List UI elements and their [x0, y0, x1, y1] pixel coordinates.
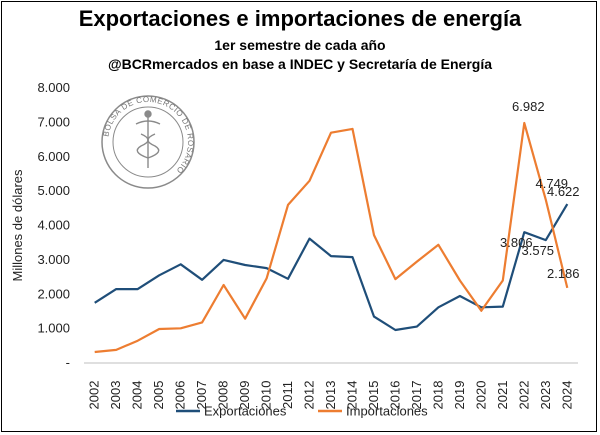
x-tick-label: 2024 [559, 381, 574, 410]
series-line-importaciones [94, 121, 569, 354]
data-label: 3.575 [522, 243, 555, 258]
y-tick-label: - [66, 355, 70, 370]
data-label: 4.749 [536, 176, 569, 191]
x-tick-label: 2008 [216, 381, 231, 410]
y-tick-label: 2.000 [37, 286, 70, 301]
x-tick-label: 2017 [409, 381, 424, 410]
x-tick-label: 2010 [259, 381, 274, 410]
x-tick-label: 2015 [366, 381, 381, 410]
chart-axes: - 1.000 2.000 3.000 4.000 5.000 6.000 7.000 8.00… [10, 80, 578, 409]
caduceus-icon [135, 110, 161, 168]
y-tick-label: 7.000 [37, 114, 70, 129]
x-tick-label: 2013 [323, 381, 338, 410]
seal-inner-ring [112, 106, 184, 178]
series-line-exportaciones [94, 203, 569, 332]
x-tick-label: 2016 [387, 381, 402, 410]
y-tick-label: 4.000 [37, 218, 70, 233]
x-tick-label: 2023 [538, 381, 553, 410]
chart-subtitle: 1er semestre de cada año [214, 37, 386, 53]
x-tick-label: 2006 [173, 381, 188, 410]
x-tick-label: 2021 [495, 381, 510, 410]
x-tick-label: 2014 [344, 381, 359, 410]
chart-title: Exportaciones e importaciones de energía [78, 6, 522, 31]
chart-series [94, 121, 569, 354]
data-label: 2.186 [547, 266, 580, 281]
x-tick-label: 2003 [108, 381, 123, 410]
chart-legend: Exportaciones Importaciones [176, 404, 428, 419]
x-tick-label: 2002 [87, 381, 102, 410]
x-tick-label: 2004 [130, 381, 145, 410]
data-label: 4.622 [547, 184, 580, 199]
legend-label: Importaciones [346, 404, 428, 419]
bcr-seal-logo: BOLSA DE COMERCIO DE ROSARIO [101, 95, 195, 189]
y-tick-label: 8.000 [37, 80, 70, 95]
x-tick-label: 2009 [237, 381, 252, 410]
x-tick-label: 2012 [302, 381, 317, 410]
data-label: 6.982 [512, 99, 545, 114]
y-axis-label: Millones de dólares [10, 169, 25, 282]
x-tick-label: 2011 [280, 381, 295, 409]
seal-outer-ring [101, 95, 195, 189]
x-tick-label: 2019 [452, 381, 467, 410]
y-tick-label: 6.000 [37, 149, 70, 164]
x-tick-label: 2022 [516, 381, 531, 410]
y-tick-label: 3.000 [37, 252, 70, 267]
legend-label: Exportaciones [204, 404, 287, 419]
x-tick-label: 2020 [473, 381, 488, 410]
chart-source: @BCRmercados en base a INDEC y Secretarí… [107, 56, 493, 72]
x-tick-label: 2005 [151, 381, 166, 410]
x-tick-label: 2007 [194, 381, 209, 410]
y-tick-label: 5.000 [37, 183, 70, 198]
x-tick-label: 2018 [430, 381, 445, 410]
data-label: 3.806 [500, 235, 533, 250]
y-tick-label: 1.000 [37, 321, 70, 336]
